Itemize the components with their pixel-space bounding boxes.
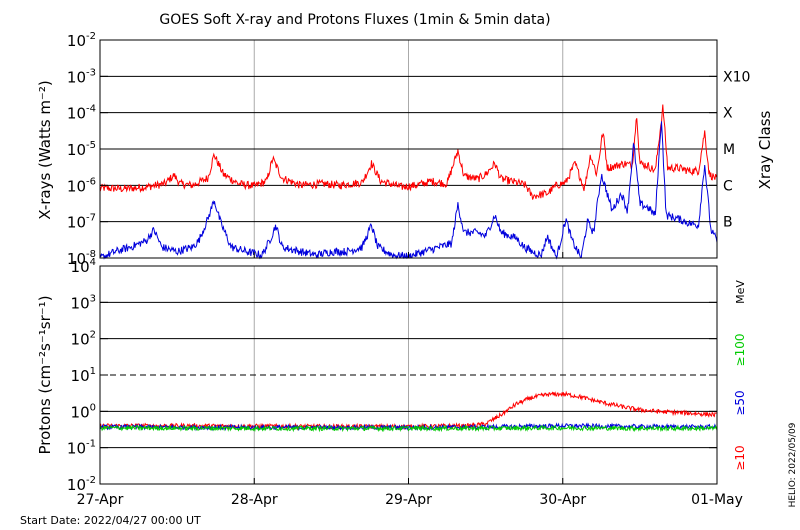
proton-series-2 bbox=[99, 424, 718, 433]
x-tick-label: 27-Apr bbox=[77, 492, 124, 508]
x-tick-label: 29-Apr bbox=[385, 492, 432, 508]
proton-energy-label: ≥100 bbox=[733, 334, 747, 367]
proton-energy-label: ≥50 bbox=[733, 390, 747, 415]
start-date-label: Start Date: 2022/04/27 00:00 UT bbox=[20, 514, 201, 527]
proton-series-group bbox=[99, 390, 718, 433]
proton-gridlines bbox=[100, 266, 717, 484]
x-tick-labels: 27-Apr 28-Apr 29-Apr 30-Apr 01-May bbox=[77, 252, 743, 508]
proton-series-1 bbox=[99, 422, 718, 432]
y-tick-label: 10-3 bbox=[67, 67, 96, 86]
xray-y-tick-labels: 10-8 10-7 10-6 10-5 10-4 10-3 10-2 bbox=[67, 31, 717, 268]
xray-series-0 bbox=[99, 104, 718, 200]
xray-class-label: M bbox=[723, 142, 735, 158]
proton-y-tick-labels: 10-2 10-1 100 101 102 103 104 bbox=[67, 257, 717, 494]
y-tick-label: 10-7 bbox=[67, 213, 96, 232]
proton-y-axis-label: Protons (cm⁻²s⁻¹sr⁻¹) bbox=[36, 295, 54, 454]
xray-class-axis-title: Xray Class bbox=[756, 110, 774, 189]
proton-energy-label: ≥10 bbox=[733, 445, 747, 470]
y-tick-label: 10-6 bbox=[67, 176, 96, 195]
xray-gridlines bbox=[100, 40, 717, 258]
xray-class-label: C bbox=[723, 178, 733, 194]
y-tick-label: 104 bbox=[71, 257, 96, 276]
y-tick-label: 102 bbox=[71, 330, 96, 349]
xray-class-label: X10 bbox=[723, 69, 750, 85]
y-tick-label: 103 bbox=[71, 293, 96, 312]
xray-class-label: B bbox=[723, 215, 733, 231]
y-tick-label: 10-5 bbox=[67, 140, 96, 159]
x-tick-label: 30-Apr bbox=[539, 492, 586, 508]
y-tick-label: 10-8 bbox=[67, 249, 96, 268]
y-tick-label: 100 bbox=[71, 402, 96, 421]
xray-y-axis-label: X-rays (Watts m⁻²) bbox=[36, 80, 54, 219]
y-tick-label: 10-1 bbox=[67, 439, 96, 458]
y-tick-label: 10-2 bbox=[67, 475, 96, 494]
x-tick-label: 28-Apr bbox=[231, 492, 278, 508]
y-tick-label: 101 bbox=[71, 366, 96, 385]
proton-energy-labels: ≥100 ≥50 ≥10 bbox=[733, 334, 747, 471]
y-tick-label: 10-4 bbox=[67, 104, 96, 123]
xray-class-label: X bbox=[723, 106, 733, 122]
x-tick-label: 01-May bbox=[691, 492, 743, 508]
y-tick-label: 10-2 bbox=[67, 31, 96, 50]
helio-credit: HELIO: 2022/05/09 bbox=[788, 422, 798, 507]
proton-unit-label: MeV bbox=[734, 280, 747, 304]
xray-class-labels: B C M X X10 bbox=[723, 69, 750, 230]
chart-title: GOES Soft X-ray and Protons Fluxes (1min… bbox=[159, 12, 550, 28]
